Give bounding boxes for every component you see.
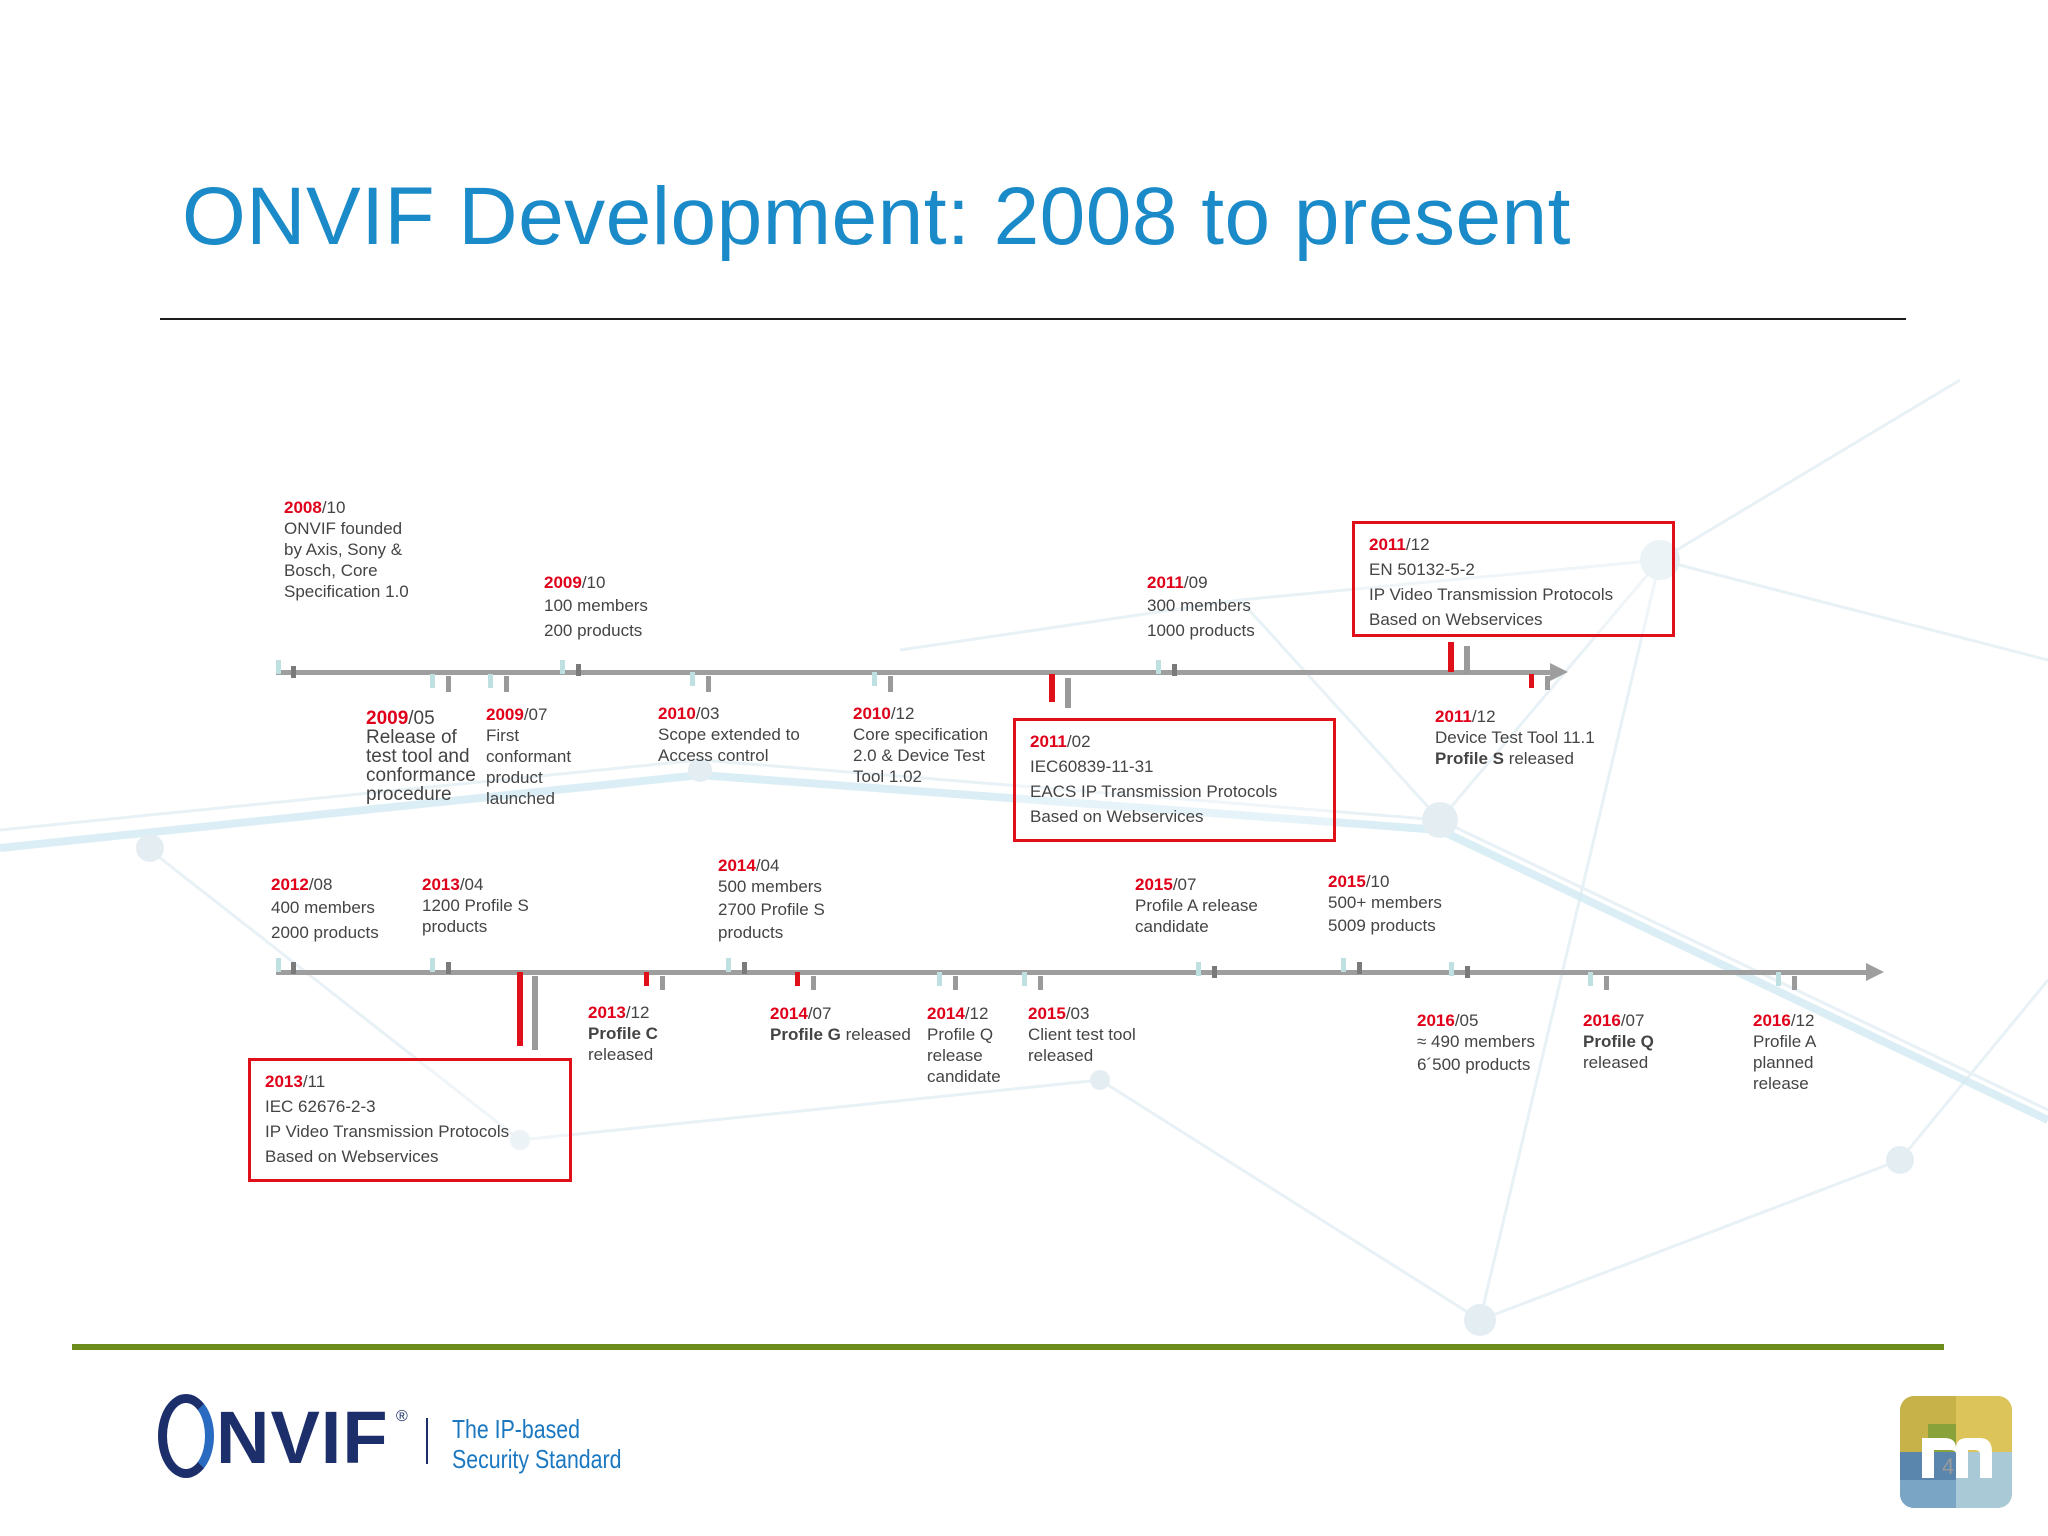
timeline-tick	[1172, 664, 1177, 676]
page-number: 4	[1942, 1454, 1955, 1479]
timeline-tick	[517, 972, 523, 1046]
timeline-tick	[1464, 646, 1470, 674]
timeline-tick	[888, 676, 893, 692]
event-2015-07: 2015/07 Profile A release candidate	[1135, 875, 1258, 936]
logo-ring-icon	[158, 1394, 214, 1478]
event-2011-09: 2011/09 300 members 1000 products	[1147, 573, 1255, 640]
timeline-axis-1-arrow	[1550, 663, 1568, 681]
timeline-tick	[560, 660, 565, 674]
event-2008-10: 2008/10 ONVIF founded by Axis, Sony & Bo…	[284, 498, 409, 601]
timeline-tick	[644, 972, 649, 986]
timeline-tick	[1196, 962, 1201, 976]
event-2014-04: 2014/04 500 members 2700 Profile S produ…	[718, 856, 825, 942]
timeline-tick	[726, 958, 731, 972]
timeline-tick	[291, 666, 296, 678]
timeline-tick	[1792, 976, 1797, 990]
timeline-tick	[811, 976, 816, 990]
event-2009-10: 2009/10 100 members 200 products	[544, 573, 648, 640]
timeline-tick	[795, 972, 800, 986]
corner-m-logo-icon	[1900, 1396, 2012, 1508]
timeline-tick	[1588, 972, 1593, 986]
logo-separator	[426, 1418, 428, 1464]
event-2013-04: 2013/04 1200 Profile S products	[422, 875, 529, 936]
timeline-tick	[1212, 966, 1217, 978]
timeline-tick	[532, 976, 538, 1050]
event-2009-05: 2009/05 Release of test tool and conform…	[366, 708, 476, 805]
timeline-tick	[1341, 958, 1346, 972]
timeline-tick	[576, 664, 581, 676]
timeline-tick	[430, 674, 435, 688]
title-divider	[160, 318, 1906, 320]
timeline-tick	[488, 674, 493, 688]
standard-box-2011-02: 2011/02 IEC60839-11-31 EACS IP Transmiss…	[1013, 718, 1336, 842]
timeline-tick	[430, 958, 435, 972]
event-2014-12: 2014/12 Profile Q release candidate	[927, 1004, 1001, 1086]
event-2009-07: 2009/07 First conformant product launche…	[486, 705, 572, 808]
timeline-tick	[1038, 976, 1043, 990]
timeline-tick	[872, 672, 877, 686]
timeline-tick	[660, 976, 665, 990]
timeline-tick	[1776, 972, 1781, 986]
logo-wordmark: NVIF	[216, 1396, 389, 1479]
logo-registered-mark: ®	[396, 1408, 408, 1425]
event-2013-12: 2013/12 Profile C released	[588, 1003, 658, 1064]
timeline-tick	[706, 676, 711, 692]
event-2014-07: 2014/07 Profile G released	[770, 1004, 911, 1044]
event-2010-03: 2010/03 Scope extended to Access control	[658, 704, 800, 765]
event-2016-12: 2016/12 Profile A planned release	[1753, 1011, 1817, 1093]
timeline-tick	[276, 660, 281, 674]
timeline-tick	[690, 672, 695, 686]
timeline-tick	[1465, 966, 1470, 978]
timeline-tick	[742, 962, 747, 974]
event-2016-05: 2016/05 ≈ 490 members 6´500 products	[1417, 1011, 1535, 1074]
event-2015-10: 2015/10 500+ members 5009 products	[1328, 872, 1442, 935]
standard-box-2011-12: 2011/12 EN 50132-5-2 IP Video Transmissi…	[1352, 521, 1675, 637]
timeline-tick	[504, 676, 509, 692]
timeline-tick	[1529, 674, 1534, 688]
timeline-tick	[276, 958, 281, 972]
timeline-tick	[1449, 962, 1454, 976]
onvif-logo: NVIF ® The IP-based Security Standard	[158, 1388, 622, 1488]
timeline-tick	[1604, 976, 1609, 990]
event-2011-12: 2011/12 Device Test Tool 11.1 Profile S …	[1435, 707, 1595, 768]
timeline-tick	[1545, 676, 1550, 690]
timeline-tick	[1065, 678, 1071, 708]
timeline-axis-2	[276, 970, 1876, 975]
timeline-axis-1	[276, 670, 1552, 675]
timeline-tick	[446, 962, 451, 974]
timeline-tick	[1049, 674, 1055, 702]
page-title: ONVIF Development: 2008 to present	[182, 171, 1571, 262]
timeline-tick	[953, 976, 958, 990]
timeline-tick	[1022, 972, 1027, 986]
event-2015-03: 2015/03 Client test tool released	[1028, 1004, 1136, 1065]
event-2016-07: 2016/07 Profile Q released	[1583, 1011, 1654, 1072]
timeline-tick	[1448, 642, 1454, 672]
timeline-axis-2-arrow	[1866, 963, 1884, 981]
timeline-tick	[291, 962, 296, 974]
standard-box-2013-11: 2013/11 IEC 62676-2-3 IP Video Transmiss…	[248, 1058, 572, 1182]
timeline-tick	[1357, 962, 1362, 974]
timeline-tick	[446, 676, 451, 692]
footer-divider	[72, 1344, 1944, 1350]
timeline-tick	[937, 972, 942, 986]
event-2010-12: 2010/12 Core specification 2.0 & Device …	[853, 704, 989, 786]
event-2012-08: 2012/08 400 members 2000 products	[271, 875, 379, 942]
timeline-tick	[1156, 660, 1161, 674]
logo-tagline: The IP-based Security Standard	[452, 1414, 622, 1474]
